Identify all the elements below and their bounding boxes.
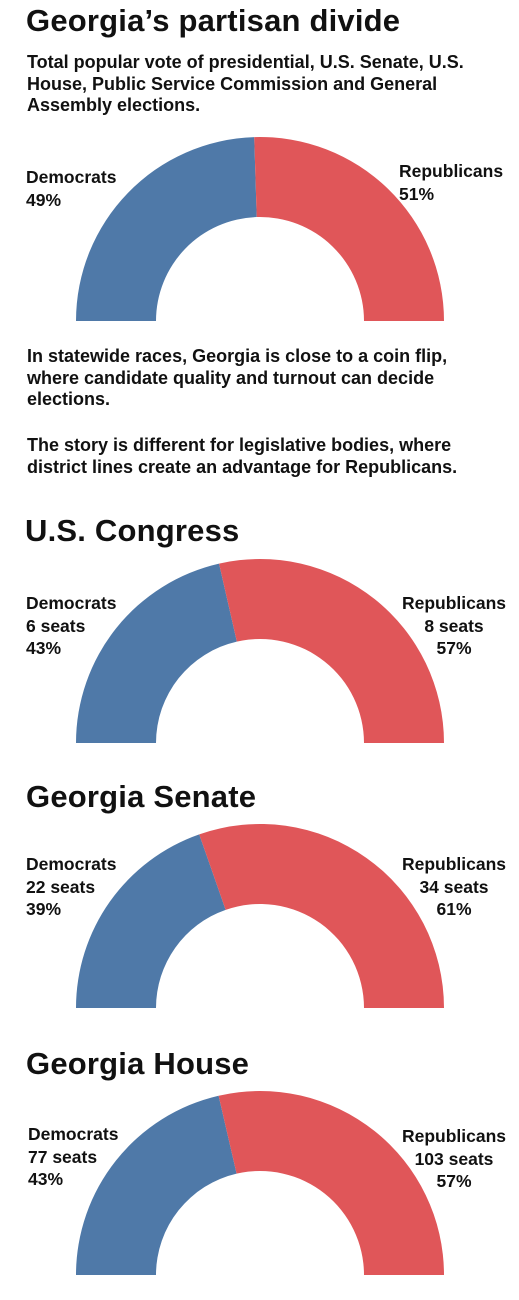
chart-0-rep-name: Republicans xyxy=(399,161,504,181)
chart-0-rep-segment xyxy=(254,136,444,321)
chart-2-dem-segment xyxy=(76,834,226,1008)
chart-3-dem-pct: 43% xyxy=(28,1169,64,1189)
chart-2-title: Georgia Senate xyxy=(26,779,257,814)
chart-2-dem-label: Democrats 22 seats 39% xyxy=(26,853,116,921)
chart-0-dem-pct: 49% xyxy=(26,189,62,210)
chart-1-title: U.S. Congress xyxy=(25,513,240,548)
chart-3-title: Georgia House xyxy=(26,1046,250,1081)
chart-0-dem-name: Democrats xyxy=(26,167,117,187)
chart-2-rep-seats: 34 seats xyxy=(419,876,489,897)
chart-2-dem-seats: 22 seats xyxy=(26,876,96,897)
chart-3-half-donut xyxy=(76,1091,444,1275)
chart-0-half-donut xyxy=(76,136,444,321)
chart-2-rep-segment xyxy=(199,824,444,1008)
chart-3-dem-name: Democrats xyxy=(28,1124,119,1144)
chart-2-rep-label: Republicans 34 seats 61% xyxy=(398,853,510,921)
chart-1-dem-seats: 6 seats xyxy=(26,615,86,636)
chart-2-dem-name: Democrats xyxy=(26,854,117,874)
chart-3-rep-name: Republicans xyxy=(401,1126,507,1146)
chart-0-rep-pct: 51% xyxy=(399,183,435,204)
chart-3-rep-segment xyxy=(218,1091,444,1275)
chart-1-dem-name: Democrats xyxy=(26,593,117,613)
chart-3-dem-label: Democrats 77 seats 43% xyxy=(28,1123,118,1191)
chart-1-dem-label: Democrats 6 seats 43% xyxy=(26,592,116,660)
chart-3-rep-label: Republicans 103 seats 57% xyxy=(398,1125,510,1193)
chart-1-rep-name: Republicans xyxy=(401,593,507,613)
chart-2-half-donut xyxy=(76,824,444,1008)
chart-1-rep-pct: 57% xyxy=(436,638,472,658)
page-title: Georgia’s partisan divide xyxy=(26,3,401,38)
body-paragraph-1: In statewide races, Georgia is close to … xyxy=(27,346,448,409)
body-paragraph-2: The story is different for legislative b… xyxy=(27,435,458,477)
chart-1-half-donut xyxy=(76,558,444,743)
chart-2-rep-pct: 61% xyxy=(436,899,472,919)
chart-1-dem-pct: 43% xyxy=(26,638,62,658)
chart-1-dem-segment xyxy=(76,563,237,743)
chart-0-dem-segment xyxy=(76,137,257,321)
chart-1-rep-seats: 8 seats xyxy=(424,615,484,636)
chart-0-dem-label: Democrats 49% xyxy=(26,166,116,211)
chart-3-rep-pct: 57% xyxy=(436,1171,472,1191)
chart-1-rep-segment xyxy=(219,558,444,743)
page-subtitle: Total popular vote of presidential, U.S.… xyxy=(27,52,464,115)
chart-2-dem-pct: 39% xyxy=(26,899,62,919)
chart-2-rep-name: Republicans xyxy=(401,854,507,874)
chart-3-dem-segment xyxy=(76,1095,237,1275)
chart-1-rep-label: Republicans 8 seats 57% xyxy=(398,592,510,660)
chart-3-dem-seats: 77 seats xyxy=(28,1146,98,1167)
chart-0-rep-label: Republicans 51% xyxy=(399,160,503,205)
chart-3-rep-seats: 103 seats xyxy=(414,1148,494,1169)
